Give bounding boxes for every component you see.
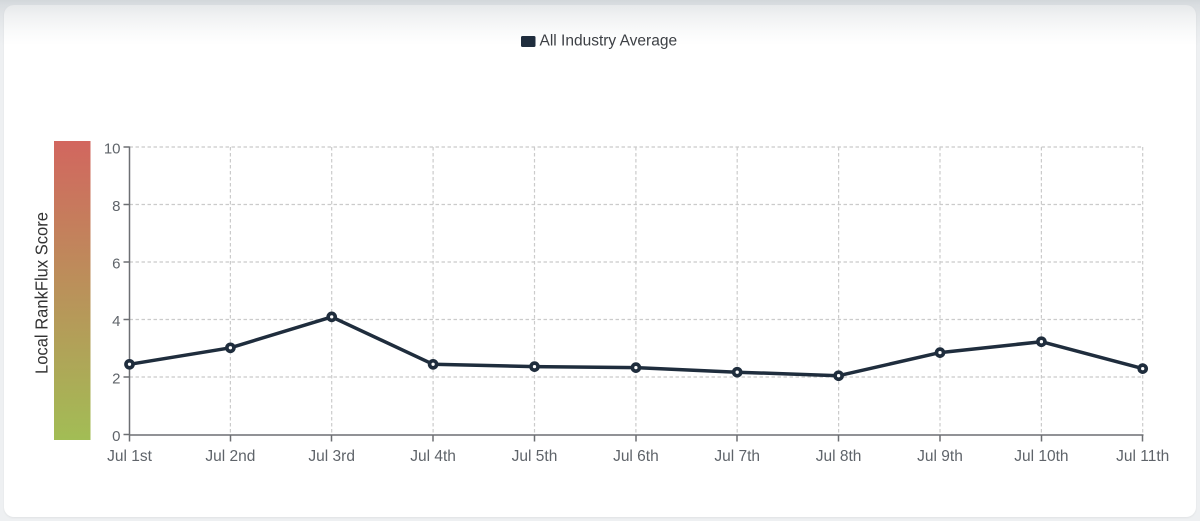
svg-text:Jul 6th: Jul 6th [613,448,659,465]
svg-text:10: 10 [104,140,121,157]
svg-text:2: 2 [112,370,120,387]
svg-text:Jul 9th: Jul 9th [917,448,963,465]
svg-text:Jul 3rd: Jul 3rd [308,448,355,465]
svg-text:Jul 7th: Jul 7th [714,448,760,465]
svg-text:Jul 2nd: Jul 2nd [205,448,255,465]
svg-text:Jul 11th: Jul 11th [1116,448,1169,465]
svg-text:Jul 4th: Jul 4th [410,448,456,465]
svg-text:8: 8 [112,198,120,215]
svg-text:Local RankFlux Score: Local RankFlux Score [32,212,52,374]
svg-text:6: 6 [112,255,120,272]
svg-text:Jul 10th: Jul 10th [1014,448,1068,465]
svg-text:Jul 5th: Jul 5th [512,448,558,465]
svg-text:4: 4 [112,313,120,330]
svg-text:Jul 8th: Jul 8th [816,448,862,465]
svg-text:All Industry Average: All Industry Average [540,33,678,50]
svg-text:0: 0 [112,428,120,445]
svg-text:Jul 1st: Jul 1st [107,448,152,465]
